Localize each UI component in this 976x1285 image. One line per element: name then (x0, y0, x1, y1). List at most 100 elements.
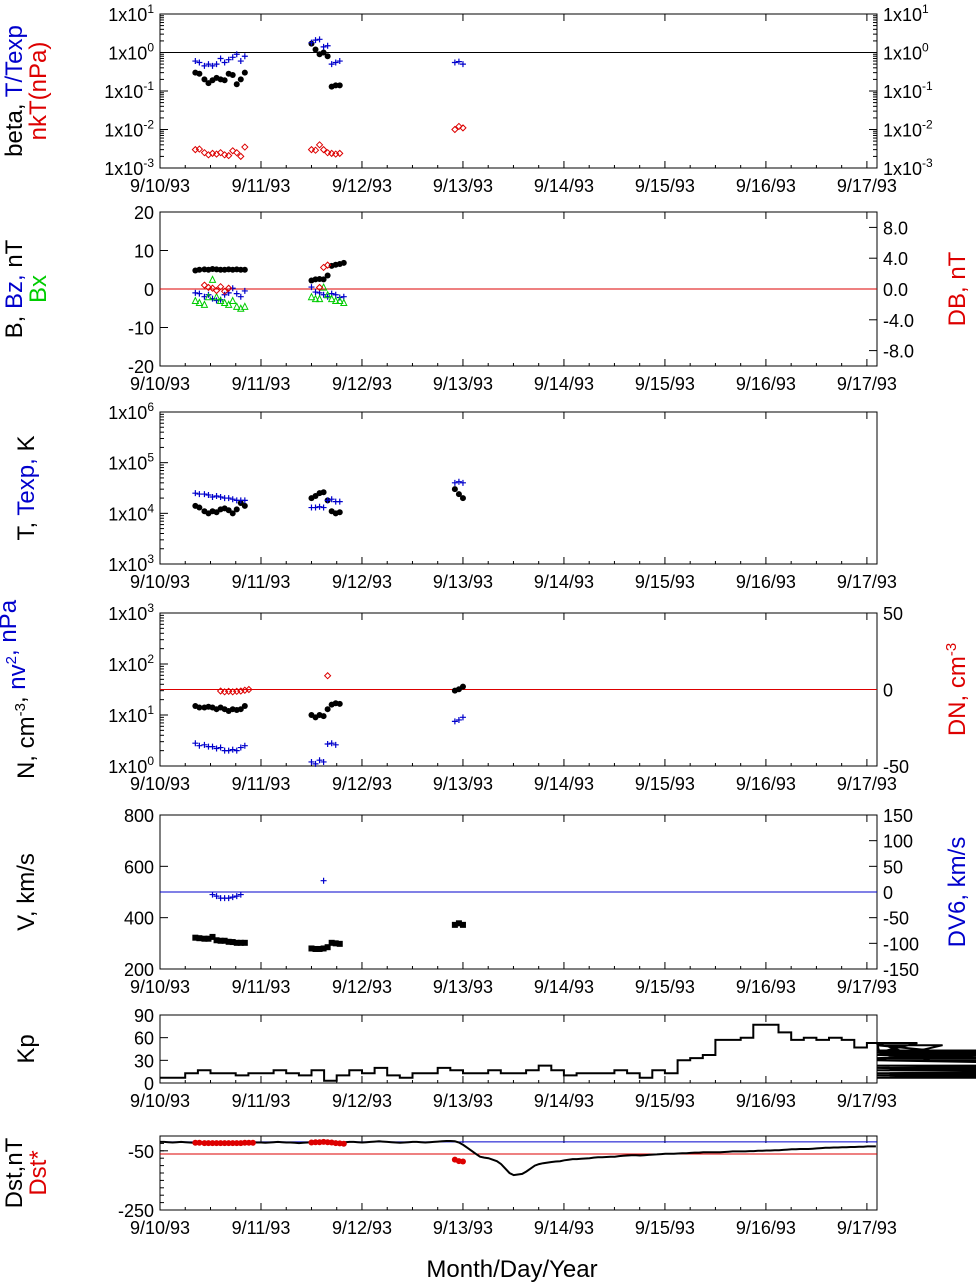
x-tick-label: 9/12/93 (332, 1218, 392, 1238)
data-point (336, 58, 343, 65)
data-point (205, 61, 212, 68)
data-point (233, 148, 241, 157)
data-point (220, 151, 229, 159)
panel-beta: 9/10/93 9/11/93 9/12/93 9/13/93 9/14/93 9/15/… (1, 2, 933, 196)
y2-axis-label: DN, cm-3 (943, 643, 971, 736)
y-axis-label: T, Texp, K (13, 436, 40, 541)
data-point (237, 706, 244, 713)
data-point (241, 502, 248, 509)
y2-tick-label: -8.0 (883, 342, 914, 362)
series-line (160, 1023, 976, 1082)
data-point (201, 491, 208, 498)
data-point (323, 261, 332, 269)
data-point (308, 284, 315, 291)
data-point (192, 934, 199, 941)
data-point (191, 296, 200, 305)
data-point (312, 945, 319, 952)
data-point (324, 741, 331, 747)
data-point (316, 945, 323, 952)
data-point (201, 935, 208, 942)
x-tick-label: 9/16/93 (736, 374, 796, 394)
x-tick-label: 9/13/93 (433, 977, 493, 997)
data-point (328, 61, 335, 68)
x-tick-label: 9/12/93 (332, 1091, 392, 1111)
x-tick-label: 9/12/93 (332, 774, 392, 794)
x-tick-label: 9/14/93 (534, 1091, 594, 1111)
data-point (213, 745, 220, 752)
x-tick-label: 9/11/93 (232, 774, 291, 794)
y2-tick-label: 8.0 (883, 218, 908, 238)
x-tick-label: 9/14/93 (534, 176, 594, 196)
x-tick-label: 9/10/93 (130, 977, 190, 997)
data-point (336, 700, 343, 707)
data-point (229, 285, 236, 292)
data-point (336, 149, 344, 158)
x-tick-label: 9/14/93 (534, 977, 594, 997)
data-point (459, 714, 466, 721)
y2-tick-label: 0 (883, 681, 893, 701)
panel-velocity: 9/10/93 9/11/93 9/12/93 9/13/93 9/14/93 9/15/… (13, 806, 971, 997)
series-line (160, 1140, 876, 1177)
data-point (459, 495, 466, 502)
data-point (320, 276, 327, 283)
data-point (224, 284, 233, 292)
y2-tick-label: -150 (883, 960, 919, 980)
data-point (233, 290, 240, 297)
data-point (459, 124, 467, 132)
data-point (233, 939, 240, 946)
plot-frame (159, 1135, 878, 1211)
data-point (201, 76, 208, 83)
data-point (324, 272, 331, 279)
data-point (311, 294, 320, 303)
data-point (320, 504, 327, 511)
data-point (451, 479, 458, 486)
x-tick-label: 9/11/93 (232, 1091, 291, 1111)
data-point (212, 286, 221, 295)
y2-tick-label: 0.0 (883, 280, 908, 300)
data-point (241, 302, 249, 310)
data-point (217, 744, 224, 751)
y2-tick-label: 50 (883, 604, 903, 624)
data-point (331, 296, 340, 305)
data-point (241, 143, 249, 151)
y-tick-label: -50 (128, 1142, 154, 1162)
data-point (241, 939, 248, 946)
x-tick-label: 9/17/93 (837, 374, 897, 394)
data-point (224, 300, 233, 308)
x-tick-label: 9/16/93 (736, 774, 796, 794)
y2-tick-label: 1x10-3 (883, 156, 933, 179)
data-point (327, 294, 336, 303)
x-tick-label: 9/15/93 (635, 176, 695, 196)
y-axis-label-2: Bx (25, 275, 52, 303)
y-tick-label: 1x100 (108, 41, 154, 64)
data-point (459, 921, 466, 928)
data-point (312, 760, 319, 767)
data-point (196, 1139, 203, 1146)
data-point (204, 292, 213, 301)
x-tick-label: 9/17/93 (837, 572, 897, 592)
data-point (241, 742, 248, 749)
x-tick-label: 9/15/93 (635, 572, 695, 592)
y-tick-label: 800 (124, 806, 154, 826)
data-point (225, 747, 232, 754)
panel-density: 9/10/93 9/11/93 9/12/93 9/13/93 9/14/93 9/15/… (0, 599, 971, 794)
data-point (208, 275, 217, 283)
data-point (196, 59, 203, 66)
y2-tick-label: 1x10-1 (883, 79, 933, 102)
data-point (328, 496, 335, 503)
y-tick-label: 400 (124, 909, 154, 929)
x-tick-label: 9/15/93 (635, 1091, 695, 1111)
plot-frame (159, 411, 878, 565)
x-tick-label: 9/12/93 (332, 374, 392, 394)
x-tick-label: 9/17/93 (837, 774, 897, 794)
y2-tick-label: 50 (883, 857, 903, 877)
data-point (315, 283, 324, 292)
x-tick-label: 9/14/93 (534, 374, 594, 394)
data-point (320, 43, 327, 50)
x-tick-label: 9/14/93 (534, 572, 594, 592)
data-point (213, 893, 220, 900)
data-point (308, 758, 315, 765)
x-tick-label: 9/11/93 (232, 977, 291, 997)
data-point (241, 69, 248, 76)
data-point (196, 504, 203, 511)
